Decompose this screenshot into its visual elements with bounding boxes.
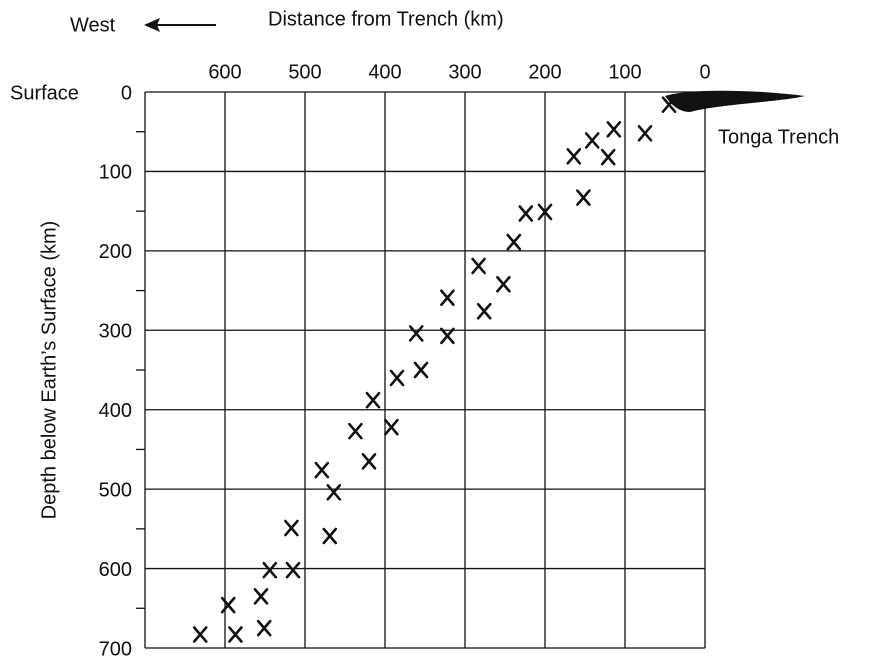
point <box>506 233 522 251</box>
y-tick-label: 0 <box>121 82 132 104</box>
point <box>322 527 338 545</box>
y-tick-label: 100 <box>99 162 132 184</box>
point <box>496 275 511 293</box>
x-tick-label: 500 <box>288 61 321 83</box>
y-tick-label: 400 <box>99 400 132 422</box>
y-tick-label: 500 <box>99 479 132 501</box>
point <box>637 125 653 142</box>
point <box>365 391 381 409</box>
surface-label: Surface <box>10 82 79 104</box>
point <box>606 121 622 138</box>
point <box>413 361 429 379</box>
x-tick-label: 300 <box>448 61 481 83</box>
y-tick-label: 700 <box>99 638 132 660</box>
point <box>256 619 272 637</box>
point <box>192 626 208 643</box>
x-tick-label: 200 <box>528 61 561 83</box>
point <box>576 189 591 206</box>
point <box>253 588 269 605</box>
point <box>384 418 399 436</box>
x-tick-label: 600 <box>208 61 241 83</box>
point <box>661 96 677 114</box>
point <box>408 325 424 342</box>
point <box>228 626 243 643</box>
point <box>262 561 278 579</box>
point <box>537 203 553 221</box>
point <box>284 519 299 537</box>
x-tick-label: 100 <box>608 61 641 83</box>
point <box>348 422 363 440</box>
point <box>476 302 492 320</box>
y-tick-label: 300 <box>99 321 132 343</box>
y-tick-label: 200 <box>99 241 132 263</box>
x-tick-label: 400 <box>368 61 401 83</box>
west-arrow <box>144 18 216 32</box>
trench-shape <box>665 90 805 112</box>
point <box>361 453 377 470</box>
point <box>440 289 455 307</box>
y-axis-label: Depth below Earth’s Surface (km) <box>38 221 60 520</box>
point <box>326 484 342 501</box>
point <box>285 561 301 579</box>
trench-label: Tonga Trench <box>718 126 839 148</box>
x-tick-label: 0 <box>699 61 710 83</box>
point <box>389 369 405 387</box>
chart-title: Distance from Trench (km) <box>268 8 504 30</box>
point <box>566 148 582 165</box>
point <box>600 148 616 166</box>
y-tick-label: 600 <box>99 559 132 581</box>
point <box>584 132 600 149</box>
point <box>314 461 330 479</box>
point <box>518 205 534 222</box>
point <box>440 327 455 345</box>
direction-label: West <box>70 14 116 36</box>
point <box>471 257 486 275</box>
point <box>220 596 236 614</box>
